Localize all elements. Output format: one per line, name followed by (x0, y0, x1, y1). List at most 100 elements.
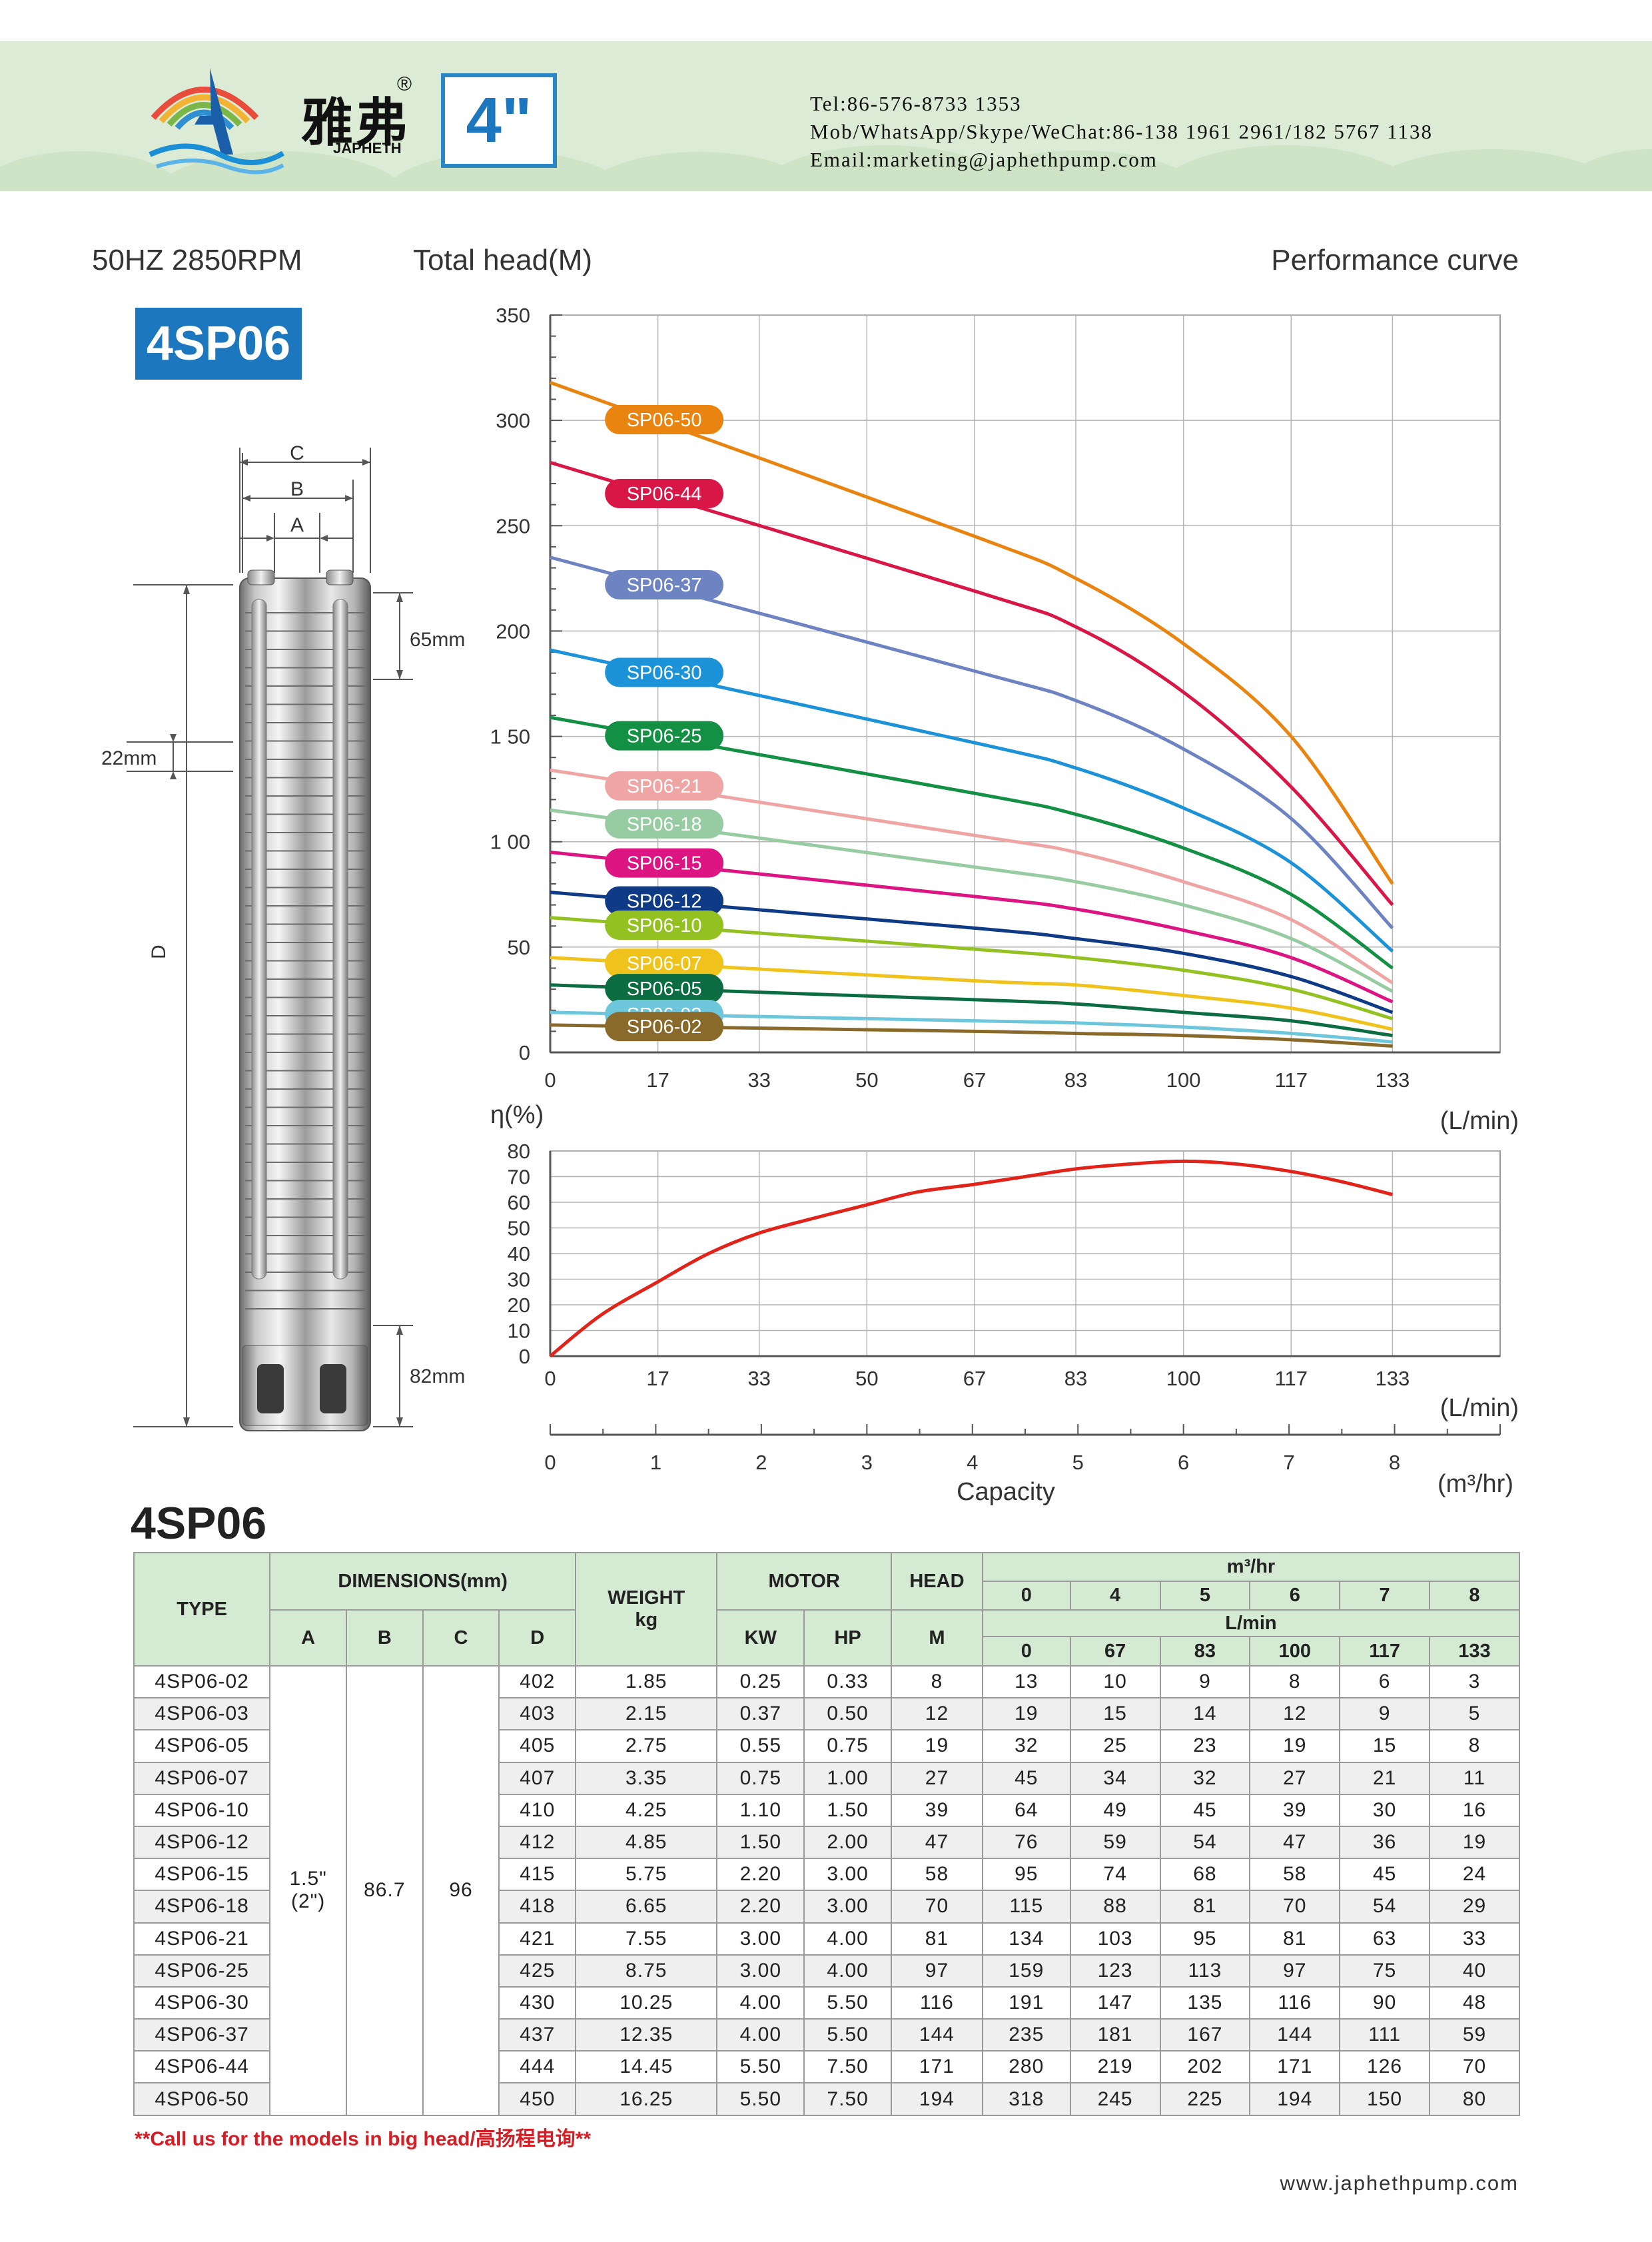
cell-kw: 2.20 (716, 1858, 805, 1892)
header-head-unit: M (891, 1609, 983, 1667)
efficiency-x-tick-label: 17 (646, 1367, 669, 1390)
cell-flow-head: 70 (1249, 1890, 1341, 1924)
capacity-unit: (m³/hr) (1438, 1470, 1513, 1498)
cell-flow-head: 54 (1339, 1890, 1430, 1924)
cell-flow-head: 225 (1159, 2082, 1251, 2116)
header-m3hr-value: 4 (1069, 1581, 1161, 1611)
cell-kw: 0.75 (716, 1761, 805, 1795)
efficiency-x-tick-label: 50 (855, 1367, 878, 1390)
cell-flow-head: 76 (981, 1825, 1071, 1860)
cell-flow-head: 24 (1429, 1858, 1520, 1892)
curve-label-pill (605, 809, 724, 839)
cell-hp: 1.50 (803, 1793, 893, 1827)
cell-flow-head: 68 (1159, 1858, 1251, 1892)
head-y-tick-label: 350 (496, 304, 530, 327)
header-type: TYPE (133, 1552, 271, 1667)
header-lmin-value: 0 (981, 1636, 1071, 1667)
cell-flow-head: 103 (1069, 1922, 1161, 1956)
cell-head: 47 (891, 1825, 983, 1860)
efficiency-x-tick-label: 0 (544, 1367, 556, 1390)
cell-kw: 3.00 (716, 1922, 805, 1956)
curve-label-sp06-07: SP06-07 (627, 953, 702, 974)
cell-flow-head: 64 (981, 1793, 1071, 1827)
cell-weight: 2.75 (575, 1729, 718, 1763)
header-m3hr-value: 7 (1339, 1581, 1430, 1611)
cell-type: 4SP06-21 (133, 1922, 271, 1956)
cell-head: 70 (891, 1890, 983, 1924)
efficiency-x-tick-label: 100 (1166, 1367, 1201, 1390)
cell-kw: 1.50 (716, 1825, 805, 1860)
cell-flow-head: 15 (1339, 1729, 1430, 1763)
curve-label-sp06-05: SP06-05 (627, 978, 702, 1000)
capacity-tick-label: 0 (544, 1451, 556, 1474)
cell-flow-head: 30 (1339, 1793, 1430, 1827)
size-badge: 4" (441, 73, 557, 168)
cell-flow-head: 6 (1339, 1665, 1430, 1699)
cell-flow-head: 58 (1249, 1858, 1341, 1892)
cell-flow-head: 40 (1429, 1954, 1520, 1988)
cell-type: 4SP06-25 (133, 1954, 271, 1988)
cell-head: 27 (891, 1761, 983, 1795)
cell-head: 144 (891, 2018, 983, 2052)
header-kw: KW (716, 1609, 805, 1667)
head-curve-sp06-21 (550, 768, 1394, 984)
cell-type: 4SP06-15 (133, 1858, 271, 1892)
spec-table: TYPE DIMENSIONS(mm) WEIGHT kg MOTOR HEAD… (133, 1552, 1521, 2116)
cell-dim-b: 86.7 (345, 1665, 424, 2116)
cell-dim-d: 407 (498, 1761, 577, 1795)
cell-weight: 14.45 (575, 2050, 718, 2084)
cell-flow-head: 36 (1339, 1825, 1430, 1860)
table-row: 4SP06-03 403 2.15 0.37 0.50 12 19 15 14 12 9 5 (133, 1697, 1520, 1731)
efficiency-y-tick-label: 20 (508, 1294, 530, 1317)
curve-label-pill (605, 570, 724, 600)
capacity-tick-label: 4 (967, 1451, 978, 1474)
curve-label-pill (605, 657, 724, 687)
cell-flow-head: 39 (1249, 1793, 1341, 1827)
cell-hp: 7.50 (803, 2082, 893, 2116)
curve-label-pill (605, 948, 724, 978)
cell-flow-head: 81 (1159, 1890, 1251, 1924)
cell-flow-head: 81 (1249, 1922, 1341, 1956)
capacity-tick-label: 7 (1283, 1451, 1294, 1474)
cell-head: 8 (891, 1665, 983, 1699)
table-row: 4SP06-15 415 5.75 2.20 3.00 58 95 74 68 58 45 24 (133, 1858, 1520, 1892)
cell-weight: 7.55 (575, 1922, 718, 1956)
cell-weight: 8.75 (575, 1954, 718, 1988)
head-curve-sp06-18 (550, 808, 1394, 993)
head-curve-sp06-03 (550, 1010, 1393, 1044)
curve-label-sp06-18: SP06-18 (627, 814, 702, 835)
curve-label-pill (605, 886, 724, 916)
efficiency-y-tick-label: 50 (508, 1217, 530, 1240)
cell-dim-d: 444 (498, 2050, 577, 2084)
cell-flow-head: 280 (981, 2050, 1071, 2084)
head-x-tick-label: 117 (1275, 1068, 1308, 1092)
cell-flow-head: 171 (1249, 2050, 1341, 2084)
header-hp: HP (803, 1609, 893, 1667)
cell-flow-head: 19 (981, 1697, 1071, 1731)
table-row: 4SP06-25 425 8.75 3.00 4.00 97 159 123 113 97 75 40 (133, 1954, 1520, 1988)
efficiency-chart: η(%) (L/min) 0 17 33 50 67 83 100 117 1330102030… (490, 1101, 1519, 1506)
cell-dim-d: 403 (498, 1697, 577, 1731)
cell-flow-head: 32 (1159, 1761, 1251, 1795)
efficiency-x-tick-label: 117 (1275, 1367, 1308, 1390)
header-c: C (422, 1609, 500, 1667)
curve-label-sp06-21: SP06-21 (627, 776, 702, 797)
cell-weight: 4.25 (575, 1793, 718, 1827)
website-url[interactable]: www.japhethpump.com (1280, 2171, 1519, 2195)
cell-dim-d: 418 (498, 1890, 577, 1924)
cell-dim-d: 402 (498, 1665, 577, 1699)
cell-head: 97 (891, 1954, 983, 1988)
cell-flow-head: 13 (981, 1665, 1071, 1699)
cell-flow-head: 10 (1069, 1665, 1161, 1699)
head-curve-sp06-30 (550, 648, 1394, 953)
cell-hp: 5.50 (803, 1986, 893, 2020)
curve-label-pill (605, 721, 724, 751)
table-row: 4SP06-05 405 2.75 0.55 0.75 19 32 25 23 19 15 8 (133, 1729, 1520, 1763)
cell-hp: 2.00 (803, 1825, 893, 1860)
cell-flow-head: 318 (981, 2082, 1071, 2116)
header-m3hr: m³/hr (981, 1552, 1521, 1582)
cell-hp: 4.00 (803, 1954, 893, 1988)
head-axis-label: Total head(M) (413, 244, 593, 276)
capacity-tick-label: 2 (755, 1451, 767, 1474)
